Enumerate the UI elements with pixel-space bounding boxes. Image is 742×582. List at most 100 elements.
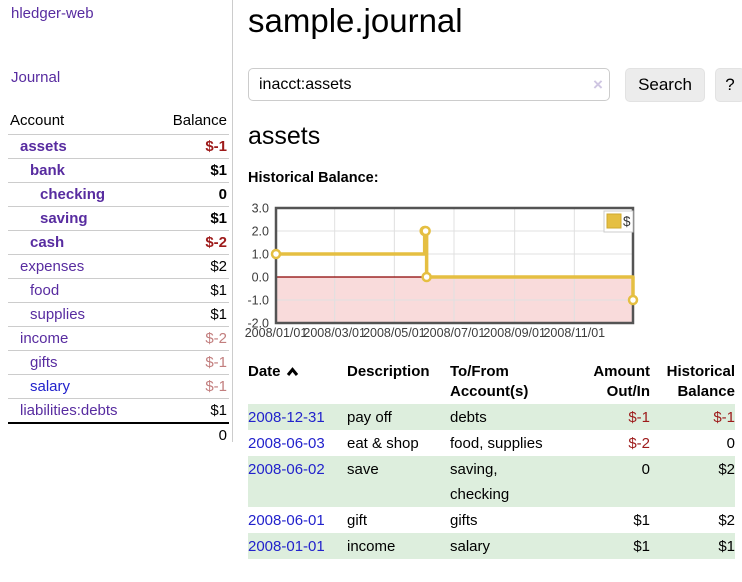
- amount-cell: $-1: [628, 408, 650, 426]
- x-tick-label: 2008/07/01: [423, 326, 486, 340]
- clear-search-icon[interactable]: ×: [593, 75, 603, 94]
- search-bar: × Search ?: [248, 68, 742, 102]
- sidebar-account-link[interactable]: saving: [40, 210, 88, 227]
- accounts-cell: gifts: [450, 511, 478, 529]
- balance-chart: 3.0 2.0 1.0 0.0 -1.0 -2.02008/01/012008/03/01…: [245, 202, 639, 340]
- account-row: salary $-1: [8, 374, 229, 398]
- accounts-cell: debts: [450, 408, 487, 426]
- register-rows: 2008-12-31 pay off debts $-1 $-1 2008-06-03 ea…: [248, 404, 735, 559]
- account-row: expenses $2: [8, 254, 229, 278]
- accounts-total-row: 0: [8, 422, 229, 446]
- x-tick-label: 2008/11/01: [543, 326, 605, 340]
- account-balance: $1: [210, 282, 227, 299]
- sidebar-account-link[interactable]: assets: [20, 138, 67, 155]
- sort-ascending-icon: [286, 367, 298, 376]
- app-title-link[interactable]: hledger-web: [11, 5, 94, 22]
- account-row: assets $-1: [8, 134, 229, 158]
- accounts-column-header: To/From Account(s): [450, 363, 529, 400]
- sidebar-account-link[interactable]: bank: [30, 162, 66, 179]
- account-balance: $-1: [205, 138, 227, 155]
- account-row: checking 0: [8, 182, 229, 206]
- sidebar-account-link[interactable]: checking: [40, 186, 106, 203]
- description-cell: gift: [347, 511, 368, 529]
- amount-cell: 0: [641, 460, 650, 478]
- date-cell: 2008-01-01: [248, 533, 347, 559]
- account-balance: $1: [210, 210, 227, 227]
- date-cell: 2008-06-02: [248, 456, 347, 507]
- y-tick-label: -2.0: [247, 317, 269, 331]
- account-row: income $-2: [8, 326, 229, 350]
- sidebar-account-link[interactable]: expenses: [20, 258, 85, 275]
- accounts-cell: salary: [450, 537, 491, 555]
- account-column-header: Account: [10, 112, 65, 129]
- transaction-date-link[interactable]: 2008-06-02: [248, 460, 325, 478]
- accounts-cell: food, supplies: [450, 434, 543, 452]
- accounts-list: assets $-1 bank $1 checking 0 saving $1 cash $-2 e…: [8, 134, 229, 422]
- sidebar-account-link[interactable]: liabilities:debts: [20, 402, 118, 419]
- sidebar-account-link[interactable]: income: [20, 330, 69, 347]
- sidebar-account-link[interactable]: salary: [30, 378, 71, 395]
- register-header-row: Date Description To/From Account(s) Amou…: [248, 362, 735, 402]
- account-balance: $-2: [205, 330, 227, 347]
- transaction-date-link[interactable]: 2008-06-03: [248, 434, 325, 452]
- account-balance: $-2: [205, 234, 227, 251]
- sidebar-account-link[interactable]: gifts: [30, 354, 58, 371]
- x-tick-label: 2008/05/01: [363, 326, 426, 340]
- sidebar: hledger-web Journal Account Balance asse…: [0, 0, 233, 444]
- y-tick-label: 0.0: [252, 271, 269, 285]
- sidebar-account-link[interactable]: supplies: [30, 306, 86, 323]
- transaction-row: 2008-06-02 save saving, checking 0 $2: [248, 456, 735, 507]
- help-button[interactable]: ?: [715, 68, 742, 102]
- accounts-table: Account Balance assets $-1 bank $1 checking 0…: [8, 108, 229, 446]
- balance-cell: $2: [718, 460, 735, 478]
- main-content: sample.journal × Search ? assets Histori…: [240, 0, 742, 582]
- amount-cell: $1: [633, 511, 650, 529]
- date-cell: 2008-06-03: [248, 430, 347, 456]
- date-cell: 2008-06-01: [248, 507, 347, 533]
- account-balance: $1: [210, 162, 227, 179]
- transaction-row: 2008-12-31 pay off debts $-1 $-1: [248, 404, 735, 430]
- description-cell: eat & shop: [347, 434, 419, 452]
- amount-cell: $-2: [628, 434, 650, 452]
- y-tick-label: 3.0: [252, 202, 269, 216]
- search-button[interactable]: Search: [625, 68, 705, 102]
- amount-cell: $1: [633, 537, 650, 555]
- date-column-header[interactable]: Date: [248, 362, 347, 382]
- description-cell: income: [347, 537, 396, 555]
- transaction-date-link[interactable]: 2008-06-01: [248, 511, 325, 529]
- sidebar-account-link[interactable]: food: [30, 282, 60, 299]
- accounts-total-balance: 0: [218, 427, 227, 444]
- account-balance: $-1: [205, 378, 227, 395]
- account-balance: $1: [210, 402, 227, 419]
- transaction-date-link[interactable]: 2008-01-01: [248, 537, 325, 555]
- sidebar-item-journal[interactable]: Journal: [11, 69, 61, 86]
- y-tick-label: 1.0: [252, 248, 269, 262]
- sidebar-account-link[interactable]: cash: [30, 234, 65, 251]
- balance-cell: $-1: [713, 408, 735, 426]
- x-tick-label: 2008/09/01: [483, 326, 546, 340]
- account-row: supplies $1: [8, 302, 229, 326]
- search-input[interactable]: [248, 68, 610, 101]
- transaction-row: 2008-06-01 gift gifts $1 $2: [248, 507, 735, 533]
- register-table: Date Description To/From Account(s) Amou…: [248, 362, 735, 559]
- balance-cell: $2: [718, 511, 735, 529]
- account-balance: $-1: [205, 354, 227, 371]
- transaction-date-link[interactable]: 2008-12-31: [248, 408, 325, 426]
- transaction-row: 2008-06-03 eat & shop food, supplies $-2 0: [248, 430, 735, 456]
- chart-title: Historical Balance:: [248, 170, 379, 186]
- legend-label: $: [623, 214, 631, 229]
- legend-swatch-icon: [606, 213, 622, 229]
- y-tick-label: 2.0: [252, 225, 269, 239]
- y-tick-label: -1.0: [247, 294, 269, 308]
- account-balance: $1: [210, 306, 227, 323]
- x-tick-label: 2008/01/01: [245, 326, 308, 340]
- description-column-header: Description: [347, 363, 430, 380]
- balance-column-header: Balance: [172, 112, 227, 129]
- accounts-table-header: Account Balance: [8, 108, 229, 134]
- accounts-cell: saving, checking: [450, 460, 510, 503]
- balance-cell: 0: [726, 434, 735, 452]
- transaction-row: 2008-01-01 income salary $1 $1: [248, 533, 735, 559]
- description-cell: save: [347, 460, 379, 478]
- balance-cell: $1: [718, 537, 735, 555]
- account-row: bank $1: [8, 158, 229, 182]
